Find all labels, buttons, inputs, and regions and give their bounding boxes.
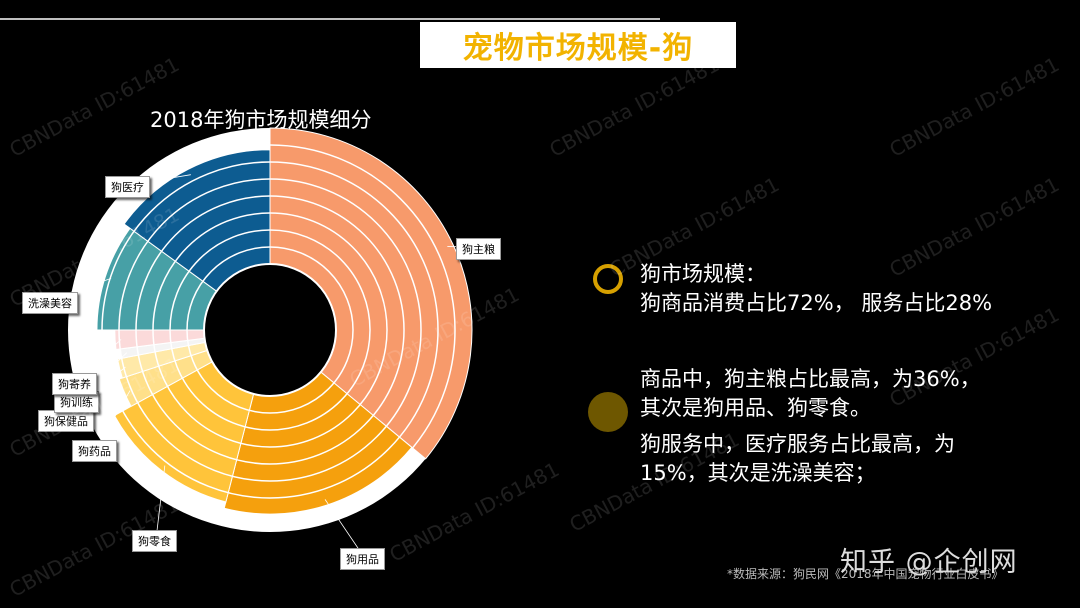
brand-watermark: 知乎 @企创网 xyxy=(840,547,1018,578)
callout-label: 狗寄养 xyxy=(52,373,97,395)
leader-line xyxy=(95,390,131,450)
bullet-2-line-4: 15%，其次是洗澡美容； xyxy=(640,461,876,485)
donut-hole xyxy=(203,263,337,397)
page-title: 宠物市场规模-狗 xyxy=(462,31,694,66)
callout-label: 洗澡美容 xyxy=(22,292,78,314)
bullet-1-line-2: 狗商品消费占比72%， 服务占比28% xyxy=(640,291,993,315)
ring-line xyxy=(152,212,388,448)
callout-label: 狗主粮 xyxy=(456,238,501,260)
callout-label: 狗药品 xyxy=(72,440,117,462)
bullet-2-line-3: 狗服务中，医疗服务占比最高，为 xyxy=(640,432,955,456)
ring-line xyxy=(135,195,405,465)
ring-line xyxy=(84,144,456,516)
bullet-1-line-1: 狗市场规模： xyxy=(640,262,766,286)
ring-bullet-icon xyxy=(593,264,623,294)
source-note: *数据来源：狗民网《2018年中国宠物行业白皮书》 xyxy=(727,567,1004,581)
chart-title: 2018年狗市场规模细分 xyxy=(150,108,372,132)
ring-line xyxy=(101,161,439,499)
top-divider-line xyxy=(0,18,660,20)
ring-line xyxy=(186,246,354,414)
callout-label: 狗用品 xyxy=(340,548,385,570)
leader-line xyxy=(155,465,166,540)
bullet-2-line-2: 其次是狗用品、狗零食。 xyxy=(640,396,871,420)
ring-line xyxy=(118,178,422,482)
callout-label: 狗医疗 xyxy=(105,176,150,198)
callout-label: 狗零食 xyxy=(132,530,177,552)
chart-ring-lines xyxy=(84,144,456,516)
ring-line xyxy=(169,229,371,431)
chart-wedges xyxy=(68,127,473,532)
header-banner: 宠物市场规模-狗 xyxy=(420,22,736,68)
leader-line xyxy=(324,499,365,558)
bullet-2-line-1: 商品中，狗主粮占比最高，为36%， xyxy=(640,367,981,391)
dot-bullet-icon xyxy=(588,392,628,432)
